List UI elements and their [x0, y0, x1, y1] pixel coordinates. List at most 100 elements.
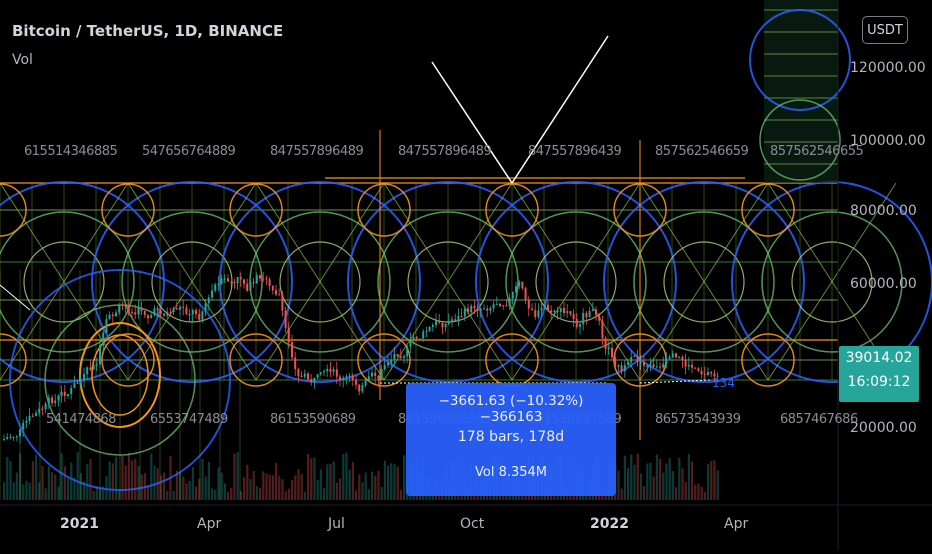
candle-body	[25, 420, 28, 423]
candle-body	[537, 310, 540, 318]
candle-body	[604, 338, 607, 349]
candle-body	[422, 331, 425, 339]
candle-body	[262, 278, 265, 280]
candle-body	[211, 290, 213, 298]
candle-body	[207, 297, 210, 304]
gann-diagonal	[383, 182, 513, 381]
candle-body	[12, 436, 15, 438]
candle-body	[307, 373, 309, 380]
gann-arc	[229, 333, 283, 387]
volume-bar	[57, 486, 60, 500]
candle-body	[249, 281, 252, 291]
gann-circle	[633, 211, 775, 353]
candle-body	[268, 279, 271, 286]
volume-bar	[207, 461, 210, 500]
candle-body	[105, 319, 108, 333]
candle-body	[409, 339, 412, 347]
volume-bar	[707, 463, 710, 500]
candle-body	[499, 303, 501, 307]
volume-bar	[668, 458, 671, 500]
volume-bar	[124, 465, 127, 500]
volume-bar	[108, 461, 111, 500]
volume-bar	[41, 465, 44, 500]
volume-bar	[86, 464, 89, 500]
candle-body	[662, 363, 665, 368]
volume-bar	[662, 472, 665, 500]
volume-bar	[297, 469, 300, 500]
volume-bar	[63, 466, 66, 500]
volume-bar	[342, 454, 345, 500]
gann-arc	[741, 333, 795, 387]
currency-button[interactable]: USDT	[862, 16, 908, 44]
candle-body	[163, 313, 165, 316]
volume-bar	[131, 460, 134, 500]
candle-body	[175, 308, 178, 310]
volume-bar	[79, 473, 82, 500]
candle-body	[316, 374, 319, 378]
overlay-label: 547656764889	[142, 144, 236, 159]
indicator-label[interactable]: Vol	[12, 52, 33, 68]
volume-bar	[358, 474, 361, 500]
overlay-label: 6857467686	[780, 412, 858, 427]
gann-arc	[229, 183, 283, 237]
candle-body	[495, 303, 498, 305]
candle-body	[198, 314, 201, 320]
candle-body	[566, 311, 569, 313]
volume-bar	[111, 463, 114, 500]
candle-body	[121, 304, 124, 306]
candle-body	[143, 310, 146, 316]
gann-circle	[759, 99, 841, 181]
volume-bar	[655, 454, 658, 500]
candle-body	[156, 308, 159, 311]
volume-bar	[239, 491, 242, 500]
candle-body	[134, 312, 137, 315]
volume-bar	[182, 476, 185, 500]
candle-body	[508, 298, 511, 307]
measure-line	[639, 379, 713, 384]
volume-bar	[700, 486, 703, 500]
candle-body	[515, 286, 517, 292]
candle-body	[521, 281, 524, 289]
volume-bar	[195, 486, 198, 500]
measure-tool-popup[interactable]: −3661.63 (−10.32%) −366163 178 bars, 178…	[406, 383, 616, 496]
candle-body	[579, 324, 581, 327]
current-price: 39014.02	[845, 350, 913, 366]
candle-body	[188, 313, 191, 315]
candle-body	[284, 310, 287, 328]
gann-arc	[101, 183, 155, 237]
volume-bar	[316, 480, 319, 500]
volume-bar	[51, 472, 54, 500]
candle-body	[204, 303, 207, 312]
candle-body	[444, 323, 447, 328]
gann-column	[764, 0, 838, 183]
volume-bar	[22, 484, 25, 500]
candle-body	[220, 278, 223, 284]
volume-bar	[265, 473, 268, 500]
candle-body	[342, 378, 345, 381]
candle-body	[425, 330, 428, 332]
volume-bar	[95, 486, 98, 500]
volume-bar	[623, 455, 626, 500]
candle-body	[191, 310, 194, 314]
candle-body	[447, 320, 450, 324]
volume-bar	[681, 468, 684, 500]
candle-body	[582, 312, 585, 325]
candle-body	[703, 374, 706, 376]
volume-bar	[678, 457, 681, 500]
candle-body	[649, 364, 652, 366]
volume-bar	[262, 471, 265, 500]
candle-body	[223, 278, 226, 280]
candle-body	[92, 364, 95, 370]
candle-body	[694, 367, 697, 369]
volume-bar	[175, 470, 178, 500]
candle-body	[76, 382, 79, 384]
candle-body	[457, 315, 460, 322]
candle-body	[441, 322, 444, 328]
volume-bar	[25, 480, 28, 500]
volume-bar	[246, 464, 249, 500]
time-tick: 2022	[590, 516, 629, 532]
candle-body	[345, 376, 348, 379]
volume-bar	[121, 455, 124, 500]
